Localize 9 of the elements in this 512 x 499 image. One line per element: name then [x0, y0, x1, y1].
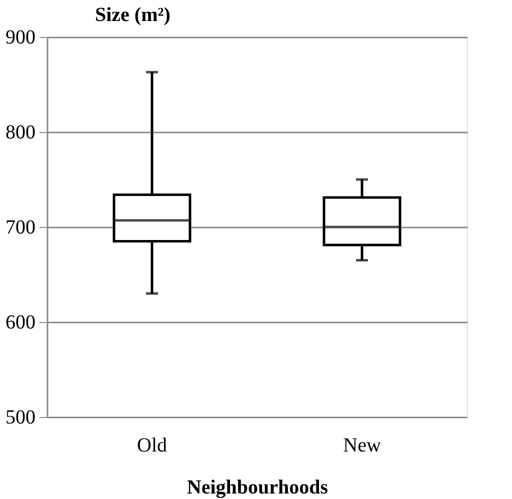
y-tick-label: 500 — [6, 406, 36, 428]
y-tick-label: 700 — [6, 216, 36, 238]
x-tick-label: New — [343, 434, 382, 456]
x-tick-label: Old — [137, 434, 167, 456]
chart-title: Size (m²) — [95, 4, 170, 26]
y-tick-label: 800 — [6, 122, 36, 144]
y-tick-label: 900 — [6, 26, 36, 48]
x-axis-title: Neighbourhoods — [186, 476, 328, 498]
y-tick-label: 600 — [6, 312, 36, 334]
